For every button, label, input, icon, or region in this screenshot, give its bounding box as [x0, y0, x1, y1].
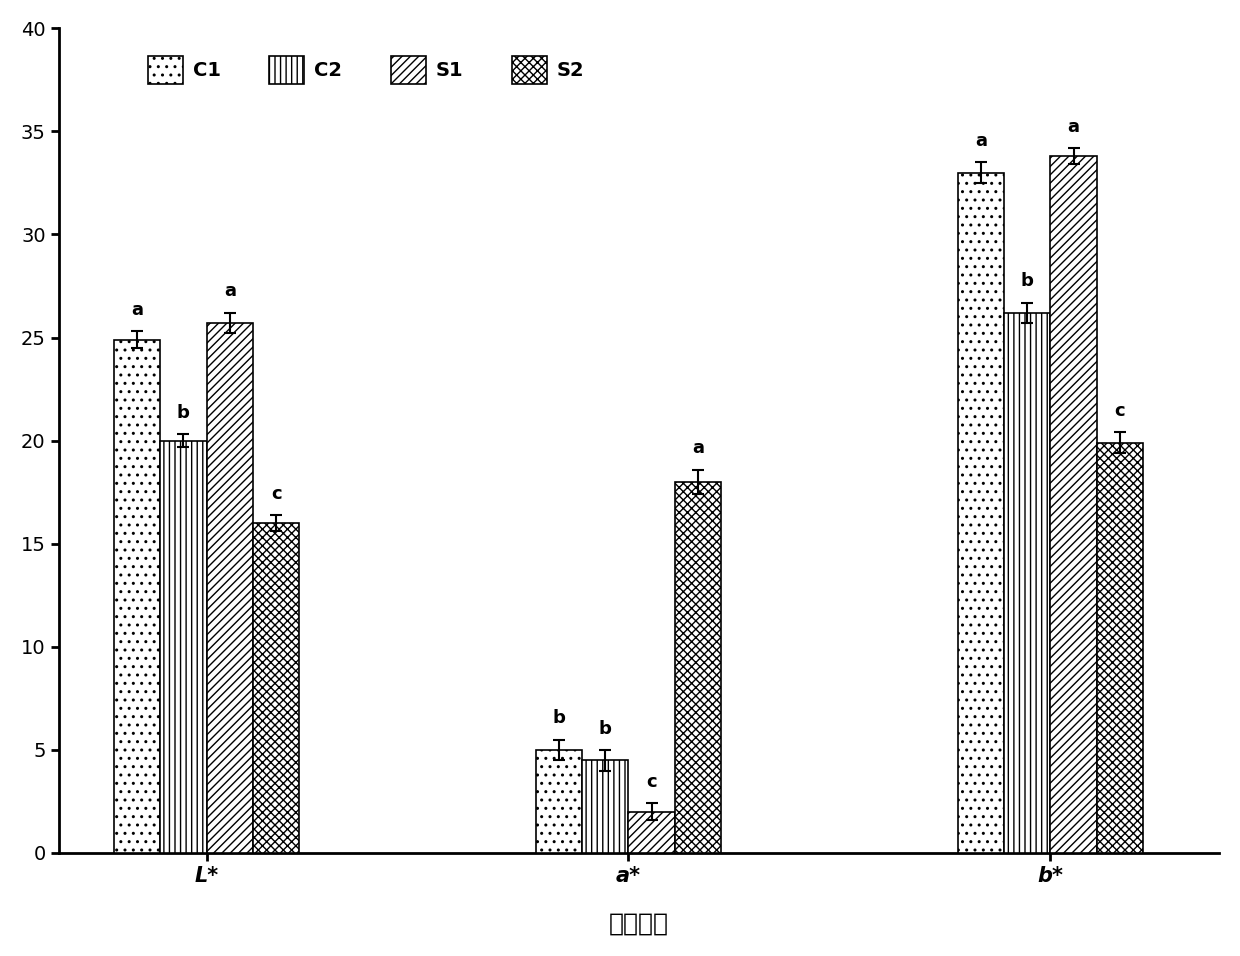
Text: b: b	[177, 404, 190, 423]
Text: a: a	[975, 132, 987, 150]
Text: c: c	[270, 485, 281, 503]
Text: b: b	[553, 709, 565, 728]
Bar	[629, 812, 675, 853]
Text: a: a	[1068, 118, 1080, 136]
Bar	[536, 750, 582, 853]
Bar	[957, 173, 1004, 853]
Bar	[207, 323, 253, 853]
Bar	[253, 523, 299, 853]
Text: c: c	[646, 773, 657, 792]
X-axis label: 叶色参数: 叶色参数	[609, 911, 670, 935]
Bar	[160, 441, 207, 853]
Text: b: b	[1021, 272, 1034, 291]
Text: a: a	[692, 439, 704, 457]
Text: a: a	[223, 282, 236, 300]
Text: b: b	[599, 720, 611, 737]
Bar	[1097, 443, 1143, 853]
Bar	[1050, 156, 1097, 853]
Bar	[114, 339, 160, 853]
Bar	[1004, 313, 1050, 853]
Legend: C1, C2, S1, S2: C1, C2, S1, S2	[138, 46, 594, 94]
Text: a: a	[131, 301, 143, 319]
Text: c: c	[1115, 402, 1126, 420]
Bar	[582, 760, 629, 853]
Bar	[675, 482, 722, 853]
